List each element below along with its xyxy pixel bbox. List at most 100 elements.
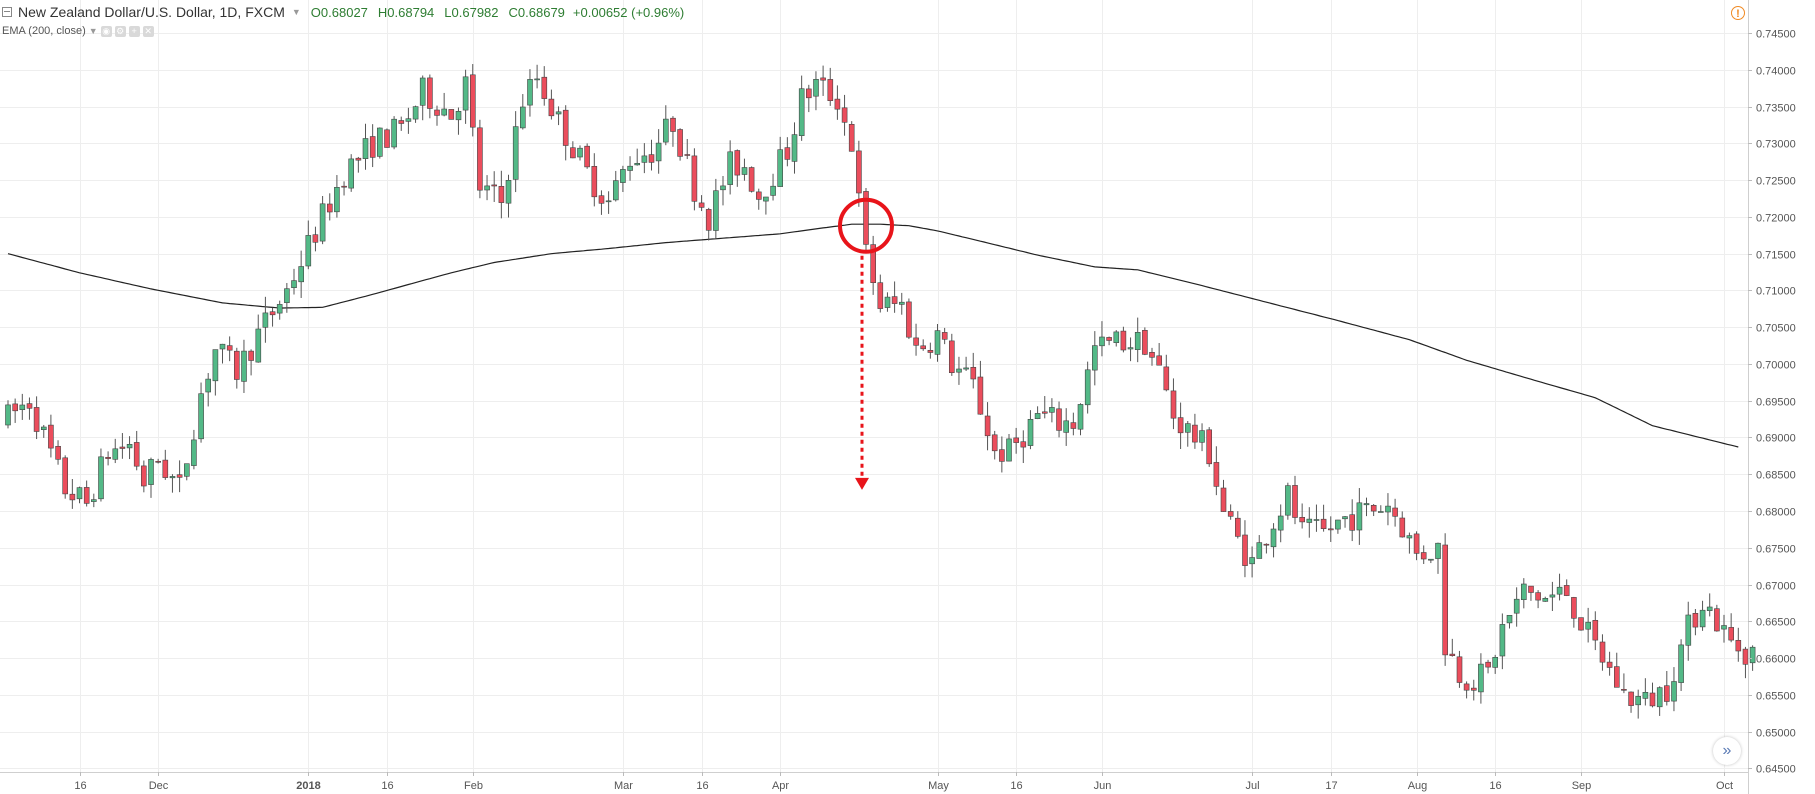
candle (1692, 609, 1699, 636)
candle-up (169, 476, 176, 479)
time-axis[interactable]: 16 Dec 2018 16 Feb Mar 16 Apr May 16 Jun Jul 17 Aug 16… (0, 772, 1748, 792)
candle (591, 153, 598, 207)
eye-icon[interactable]: ◉ (100, 25, 112, 37)
candle-down (1013, 437, 1020, 443)
candle (112, 438, 119, 464)
candle-down (1692, 612, 1699, 628)
candle-down (1456, 656, 1463, 683)
candle (1235, 511, 1241, 539)
candle (527, 69, 533, 117)
candle-down (33, 407, 40, 432)
candle (877, 274, 884, 313)
candle (555, 106, 562, 126)
scroll-to-realtime-button[interactable]: » (1713, 737, 1741, 765)
chevron-down-icon[interactable]: ▼ (88, 26, 98, 36)
collapse-minus-icon[interactable] (2, 7, 12, 17)
candle-up (620, 169, 626, 183)
candle (1478, 653, 1484, 704)
candle-up (1521, 583, 1527, 600)
candle (1399, 511, 1406, 538)
candle (348, 154, 355, 192)
candle-down (83, 487, 90, 504)
time-label: Feb (464, 780, 483, 792)
alert-circle-icon[interactable]: ! (1731, 6, 1745, 20)
candle (1113, 330, 1120, 347)
candle-down (1370, 504, 1377, 512)
candle-down (1599, 641, 1606, 663)
candle-up (1313, 519, 1320, 521)
ohlc-low: L0.67982 (444, 4, 499, 20)
candle (1621, 673, 1627, 694)
candle (40, 424, 47, 438)
price-label: 0.72000 (1756, 213, 1796, 225)
candle (1563, 579, 1570, 597)
candle-down (1056, 408, 1062, 431)
close-icon[interactable]: ✕ (142, 25, 154, 37)
candle (384, 128, 390, 148)
settings-icon[interactable]: ⚙ (114, 25, 126, 37)
candle (612, 170, 619, 202)
candle (369, 124, 376, 168)
candle-down (312, 234, 319, 243)
candle (1649, 682, 1656, 708)
candle-up (1492, 656, 1498, 668)
price-axis[interactable]: 0.74500 0.74000 0.73500 0.73000 0.72500 0.720… (1748, 0, 1796, 794)
candle (1077, 403, 1084, 436)
candle (1242, 520, 1248, 578)
candle (620, 165, 626, 193)
candle-down (491, 184, 498, 187)
candle-up (1049, 407, 1055, 413)
candle-up (1635, 695, 1641, 706)
candle (1192, 413, 1198, 449)
candle (570, 141, 576, 159)
candle (1256, 535, 1263, 559)
candle-up (1006, 438, 1012, 462)
candle (1456, 650, 1463, 688)
study-label[interactable]: EMA (200, close) (2, 25, 86, 37)
ohlc-open: O0.68027 (310, 4, 368, 20)
candle (813, 71, 819, 111)
candle (176, 460, 183, 493)
candle (562, 105, 569, 161)
time-label: Dec (149, 780, 169, 792)
candle-down (162, 459, 169, 478)
candle (963, 356, 969, 371)
candle-up (512, 126, 519, 180)
candle (1513, 587, 1520, 627)
candle-down (55, 445, 61, 460)
candle-up (1506, 614, 1513, 624)
more-icon[interactable]: + (128, 25, 140, 37)
candle-down (570, 147, 576, 159)
candle-up (184, 463, 190, 477)
candle-up (798, 88, 805, 136)
candle (1127, 337, 1134, 362)
time-label: 16 (1489, 780, 1501, 792)
candle (83, 480, 90, 507)
symbol-title[interactable]: New Zealand Dollar/U.S. Dollar, 1D, FXCM (18, 4, 285, 20)
candle-up (1685, 614, 1692, 646)
candle-down (326, 203, 333, 213)
candle-up (1113, 331, 1120, 343)
candle-up (1127, 347, 1134, 350)
candle-down (62, 457, 69, 495)
candle-down (1042, 411, 1048, 414)
candle (1699, 600, 1706, 631)
candle (1528, 585, 1534, 601)
candle-down (341, 185, 347, 188)
candle-up (1027, 418, 1034, 446)
candle-down (948, 340, 955, 373)
time-label: Sep (1572, 780, 1592, 792)
candle (1199, 423, 1205, 452)
candle-up (1099, 336, 1105, 347)
candle-up (112, 448, 119, 460)
time-label: Aug (1408, 780, 1428, 792)
candle-down (1471, 687, 1477, 691)
candle-down (1563, 585, 1570, 596)
candle-up (720, 185, 726, 191)
candle-down (1299, 516, 1305, 523)
candle-down (1442, 544, 1448, 656)
chevron-down-icon[interactable]: ▼ (291, 7, 301, 17)
price-label: 0.70500 (1756, 323, 1796, 335)
candle (255, 314, 262, 363)
